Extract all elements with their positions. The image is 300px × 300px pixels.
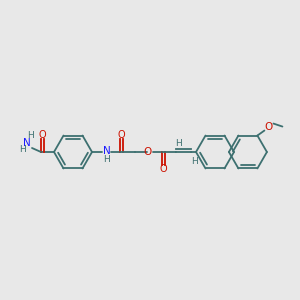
Text: O: O: [159, 164, 167, 174]
Text: N: N: [103, 146, 111, 156]
Text: N: N: [23, 138, 31, 148]
Text: H: H: [190, 157, 197, 166]
Text: H: H: [103, 154, 110, 164]
Text: O: O: [144, 147, 152, 157]
Text: H: H: [28, 131, 34, 140]
Text: O: O: [264, 122, 272, 131]
Text: O: O: [38, 130, 46, 140]
Text: O: O: [117, 130, 125, 140]
Text: H: H: [176, 139, 182, 148]
Text: H: H: [19, 146, 26, 154]
